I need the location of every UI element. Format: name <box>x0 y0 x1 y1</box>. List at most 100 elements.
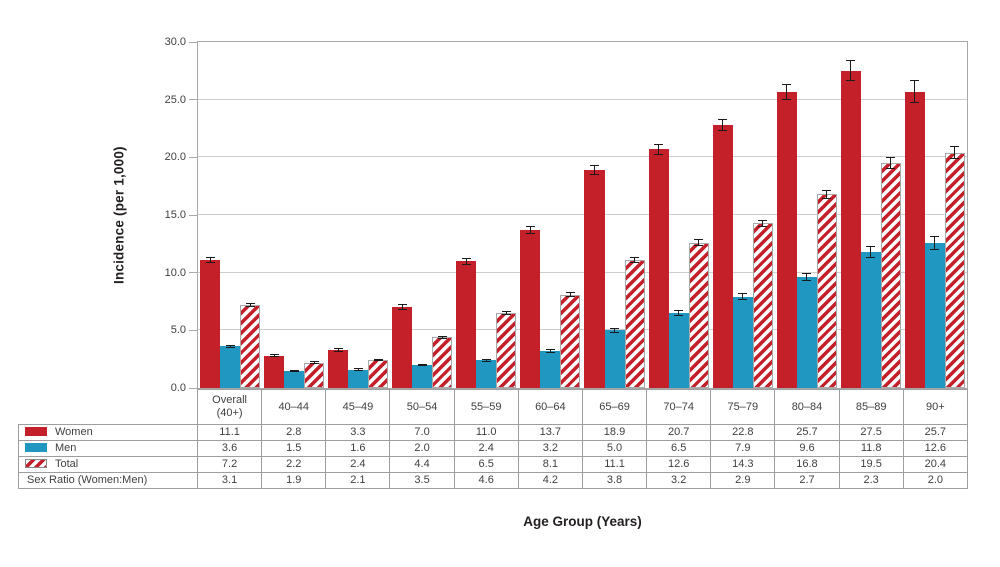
error-bar-stem <box>850 61 852 81</box>
bar-group <box>903 42 967 388</box>
table-cell: 3.3 <box>325 424 391 441</box>
row-label: Women <box>18 424 198 441</box>
error-bar-stem <box>614 329 616 332</box>
y-tick-label: 25.0 <box>164 94 186 106</box>
bar-women <box>584 170 605 388</box>
table-cell: 3.1 <box>196 472 263 489</box>
bar-group <box>518 42 582 388</box>
table-cell: 2.1 <box>325 472 391 489</box>
age-group-header: 75–79 <box>710 389 776 425</box>
table-cell: 2.3 <box>838 472 904 489</box>
y-tick-mark <box>189 272 197 273</box>
error-bar <box>461 257 471 265</box>
bar-slot <box>240 42 261 388</box>
age-group-header: 85–89 <box>838 389 904 425</box>
bar-slot <box>412 42 433 388</box>
table-cell: 12.6 <box>646 456 712 473</box>
bar-total <box>688 242 709 388</box>
table-cell: 1.6 <box>325 440 391 457</box>
gridline <box>198 156 967 158</box>
y-tick-label: 5.0 <box>170 324 186 336</box>
table-cell: 2.7 <box>774 472 840 489</box>
bar-total <box>752 223 773 388</box>
bar-slot <box>560 42 581 388</box>
error-bar <box>822 189 832 199</box>
error-bar <box>205 256 215 264</box>
error-bar-stem <box>569 293 571 296</box>
bar-men <box>732 296 753 388</box>
bar-slot <box>348 42 369 388</box>
error-bar-stem <box>678 311 680 315</box>
table-cell: 25.7 <box>774 424 840 441</box>
gridline <box>198 271 967 273</box>
table-cell: 2.0 <box>389 440 455 457</box>
bar-slot <box>880 42 901 388</box>
bar-slot <box>392 42 413 388</box>
table-row: Sex Ratio (Women:Men) 3.1 1.9 2.1 3.5 4.6 4.2 3… <box>18 472 969 489</box>
table-cell: 25.7 <box>902 424 969 441</box>
table-cell: 3.6 <box>196 440 263 457</box>
bar-slot <box>860 42 881 388</box>
error-bar <box>910 80 920 104</box>
error-bar <box>333 348 343 352</box>
bar-women <box>200 259 221 388</box>
error-bar-stem <box>722 119 724 131</box>
age-group-header: 70–74 <box>646 389 712 425</box>
table-cell: 7.9 <box>710 440 776 457</box>
bar-group <box>198 42 262 388</box>
table-cell: 13.7 <box>517 424 583 441</box>
error-bar-stem <box>870 247 872 257</box>
age-group-header: 45–49 <box>325 389 391 425</box>
bar-total <box>816 194 837 388</box>
error-bar <box>930 235 940 250</box>
row-label-text: Men <box>55 442 77 455</box>
table-cell: 11.1 <box>196 424 263 441</box>
error-bar-stem <box>890 158 892 168</box>
bar-women <box>840 70 861 388</box>
error-bar-stem <box>914 81 916 103</box>
error-bar <box>674 310 684 316</box>
bar-total <box>368 360 389 388</box>
y-tick-label: 30.0 <box>164 36 186 48</box>
bar-slot <box>752 42 773 388</box>
row-label: Men <box>18 440 198 457</box>
error-bar <box>565 292 575 297</box>
row-label-text: Total <box>55 458 79 471</box>
table-cell: 6.5 <box>646 440 712 457</box>
bar-women <box>712 125 733 388</box>
age-group-header: Overall (40+) <box>196 389 263 425</box>
error-bar-stem <box>229 345 231 348</box>
age-group-header: 50–54 <box>389 389 455 425</box>
bar-men <box>860 251 881 388</box>
table-row: Men 3.6 1.5 1.6 2.0 2.4 3.2 5.0 6.5 7.9 9.6 11.8 12.… <box>18 440 969 457</box>
legend-swatch-total <box>25 459 47 469</box>
table-cell: 4.6 <box>453 472 519 489</box>
error-bar <box>610 328 620 333</box>
table-cell: 3.2 <box>517 440 583 457</box>
age-group-header: 40–44 <box>261 389 327 425</box>
table-row: Total 7.2 2.2 2.4 4.4 6.5 8.1 11.1 12.6 14.3 16.8 1… <box>18 456 969 473</box>
bar-slot <box>816 42 837 388</box>
bar-total <box>496 313 517 388</box>
gridline <box>198 329 967 331</box>
bar-men <box>668 313 689 388</box>
error-bar <box>589 164 599 176</box>
bar-slot <box>520 42 541 388</box>
legend-swatch-women <box>25 427 47 437</box>
table-cell: 2.4 <box>453 440 519 457</box>
gridline <box>198 214 967 215</box>
error-bar-stem <box>954 147 956 159</box>
error-bar <box>758 219 768 227</box>
table-cell: 2.8 <box>261 424 327 441</box>
error-bar-stem <box>485 359 487 362</box>
error-bar <box>802 273 812 282</box>
error-bar <box>481 358 491 363</box>
bar-slot <box>432 42 453 388</box>
bar-group <box>390 42 454 388</box>
error-bar <box>630 257 640 263</box>
error-bar <box>397 304 407 311</box>
bar-total <box>624 259 645 388</box>
error-bar <box>225 344 235 349</box>
table-cell: 1.9 <box>261 472 327 489</box>
bar-total <box>880 163 901 388</box>
